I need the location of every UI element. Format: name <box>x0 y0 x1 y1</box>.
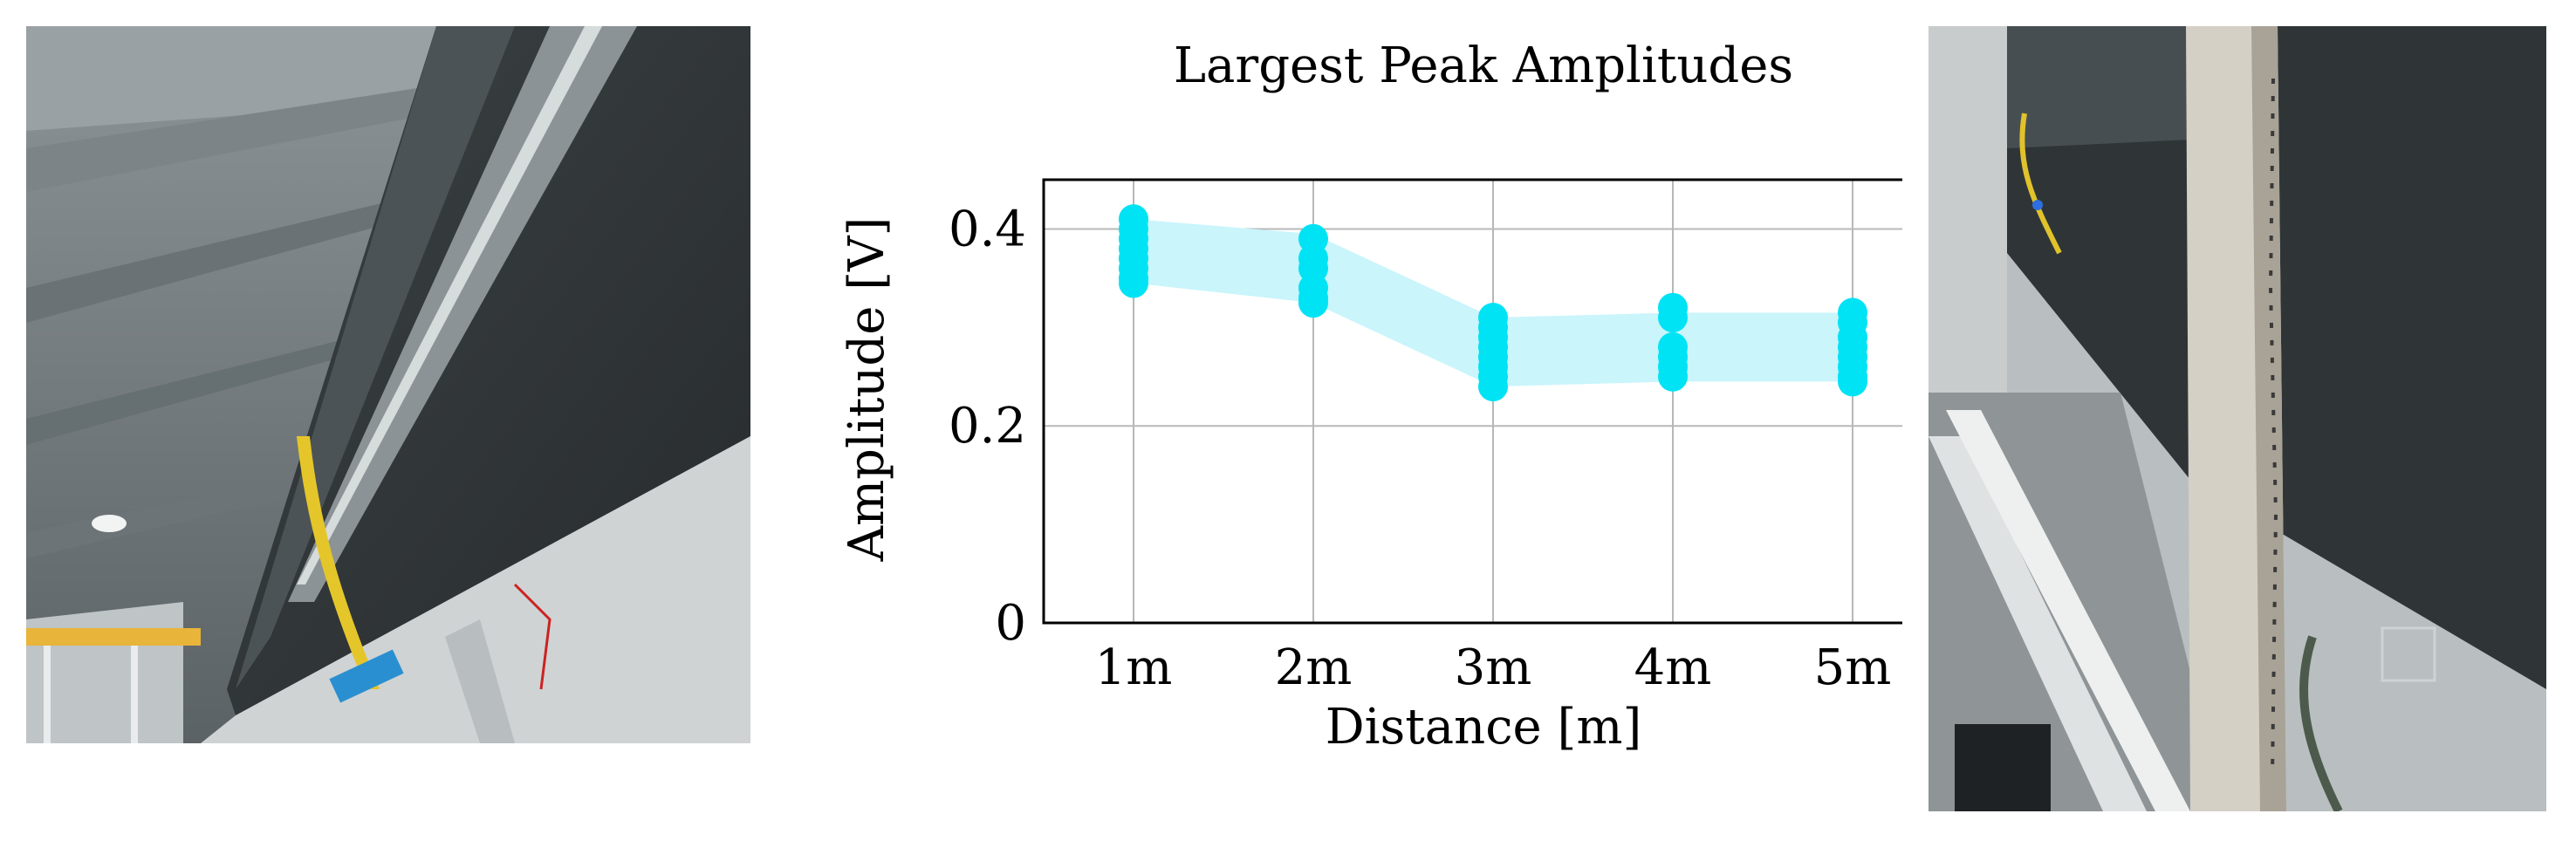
y-tick-label: 0.2 <box>949 398 1026 455</box>
beam-closeup-photo <box>1929 26 2546 811</box>
data-point <box>1658 361 1688 392</box>
y-tick-label: 0.4 <box>949 201 1026 257</box>
data-point <box>1838 366 1867 397</box>
x-tick-label: 5m <box>1814 639 1892 696</box>
data-point <box>1119 268 1148 298</box>
steel-beam-photo <box>26 26 750 743</box>
data-point <box>1658 303 1688 333</box>
y-tick-label: 0 <box>995 595 1026 652</box>
x-tick-label: 2m <box>1275 639 1353 696</box>
x-tick-label: 4m <box>1634 639 1712 696</box>
data-point <box>1298 288 1328 318</box>
peak-amplitude-chart: 0 0.2 0.4 1m 2m 3m 4m 5m Largest Peak Amplitud… <box>785 26 1944 794</box>
x-tick-labels: 1m 2m 3m 4m 5m <box>1095 639 1892 696</box>
y-tick-labels: 0 0.2 0.4 <box>949 201 1026 652</box>
x-tick-label: 1m <box>1095 639 1173 696</box>
x-tick-label: 3m <box>1455 639 1532 696</box>
closeup-photo-illustration <box>1929 26 2546 811</box>
chart-canvas: 0 0.2 0.4 1m 2m 3m 4m 5m Largest Peak Amplitud… <box>839 38 1944 756</box>
beam-photo-illustration <box>26 26 750 743</box>
data-point <box>1478 372 1508 402</box>
x-axis-label: Distance [m] <box>1326 699 1642 756</box>
data-points <box>1119 204 1867 402</box>
y-axis-label: Amplitude [V] <box>839 217 895 563</box>
chart-title: Largest Peak Amplitudes <box>1174 38 1793 94</box>
